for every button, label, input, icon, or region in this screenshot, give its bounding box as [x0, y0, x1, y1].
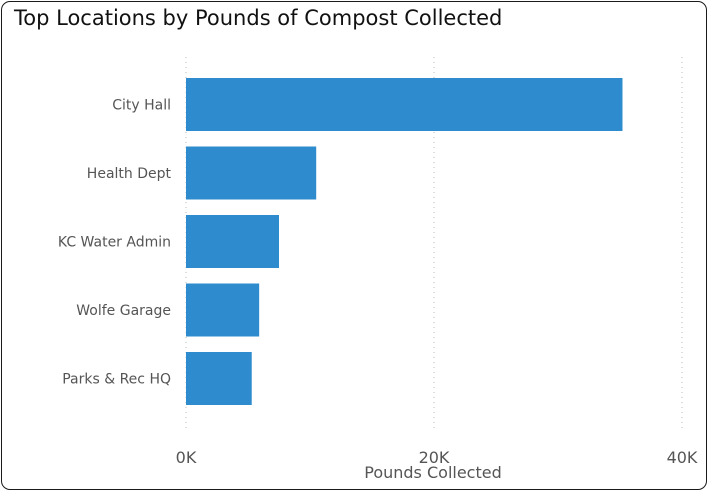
category-label: Parks & Rec HQ	[62, 372, 171, 388]
x-tick-label: 20K	[419, 448, 450, 467]
category-label: City Hall	[112, 98, 171, 114]
category-label: Wolfe Garage	[76, 303, 171, 319]
bar[interactable]	[186, 78, 623, 131]
x-tick-labels: 0K 20K 40K	[176, 448, 698, 467]
x-tick-label: 0K	[176, 448, 197, 467]
chart-title: Top Locations by Pounds of Compost Colle…	[14, 6, 503, 30]
category-label: KC Water Admin	[58, 235, 171, 251]
bar[interactable]	[186, 283, 260, 337]
category-label: Health Dept	[87, 166, 172, 182]
category-labels: City Hall Health Dept KC Water Admin Wolfe …	[58, 98, 172, 388]
x-axis-label: Pounds Collected	[364, 463, 502, 482]
bar[interactable]	[186, 146, 317, 200]
x-tick-label: 40K	[667, 448, 698, 467]
bar[interactable]	[186, 352, 252, 405]
bar[interactable]	[186, 215, 279, 268]
bars	[186, 78, 623, 405]
